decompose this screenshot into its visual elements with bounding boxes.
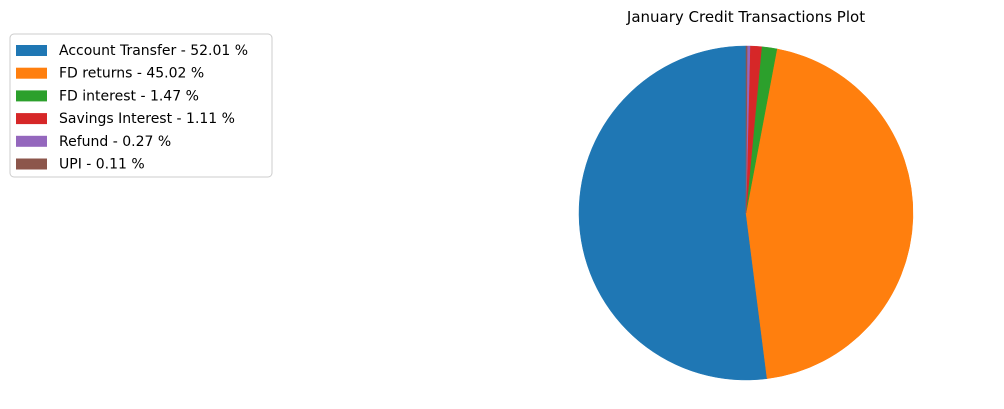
pie-slice-account-transfer (578, 45, 768, 381)
legend-swatch (16, 90, 47, 102)
legend-entry: FD returns - 45.02 % (16, 66, 204, 82)
legend-entry: Savings Interest - 1.11 % (16, 111, 235, 127)
legend-items: Account Transfer - 52.01 % FD returns - 4… (16, 43, 248, 173)
legend-swatch (16, 158, 47, 170)
pie-slices (578, 45, 914, 381)
legend-entry: Refund - 0.27 % (16, 134, 171, 150)
legend-swatch (16, 45, 47, 56)
pie-slice-upi (745, 45, 748, 214)
legend-label: Account Transfer - 52.01 % (59, 43, 248, 59)
legend-label: FD interest - 1.47 % (59, 88, 199, 104)
legend-box (9, 33, 273, 178)
legend-entry: Account Transfer - 52.01 % (16, 43, 248, 59)
legend-swatch (16, 113, 47, 125)
legend-swatch (16, 135, 47, 147)
legend-label: Refund - 0.27 % (59, 134, 171, 150)
legend: Account Transfer - 52.01 % FD returns - 4… (9, 33, 273, 178)
legend-label: FD returns - 45.02 % (59, 66, 204, 82)
legend-label: UPI - 0.11 % (59, 157, 145, 173)
legend-entry: FD interest - 1.47 % (16, 88, 199, 104)
legend-entry: UPI - 0.11 % (16, 157, 145, 173)
legend-label: Savings Interest - 1.11 % (59, 111, 235, 127)
legend-swatch (16, 67, 47, 79)
pie-slice-fd-returns (745, 48, 914, 379)
chart-title: January Credit Transactions Plot (626, 8, 865, 26)
